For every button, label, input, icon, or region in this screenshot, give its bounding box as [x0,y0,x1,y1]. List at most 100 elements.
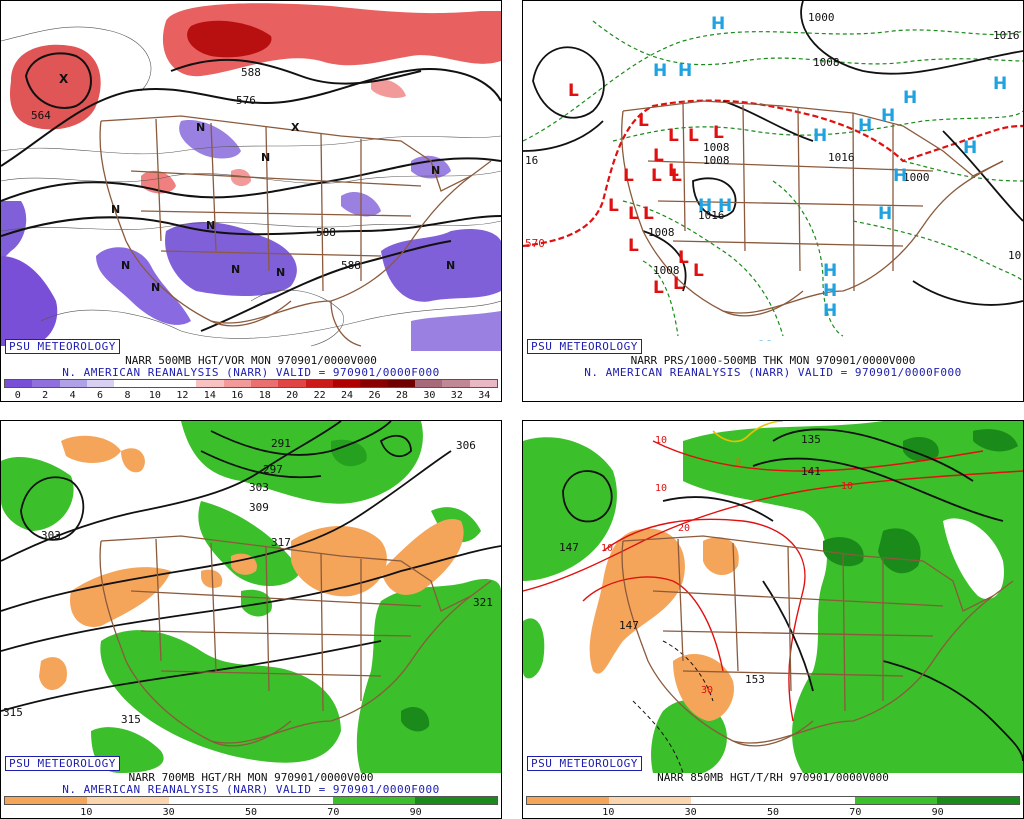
legend-tick-label: 90 [409,807,422,818]
vorticity-min-symbol: N [231,263,240,276]
high-pressure-symbol: H [813,126,827,146]
political-borders [621,100,1004,317]
vorticity-min-symbol: N [431,164,440,177]
isobar-contours [523,1,1023,306]
legend-tick-label: 4 [69,390,76,401]
humidity-very-moist-areas [823,429,1018,574]
freezing-isotherm [712,421,784,443]
map-caption: NARR PRS/1000-500MB THK MON 970901/0000V… [630,354,916,367]
vorticity-min-symbol: N [121,259,130,272]
legend-tick-label: 50 [766,807,780,818]
vorticity-min-area [165,221,297,296]
vorticity-min-area [96,247,191,325]
legend-swatch [251,797,333,804]
legend-swatch [609,797,691,804]
contour-label: 315 [121,713,141,726]
isobar-label: 16 [525,154,538,167]
contour-label: 317 [271,536,291,549]
isotherm-label: 0 [735,457,741,468]
legend-tick-label: 14 [203,390,216,401]
high-pressure-symbol: H [653,61,667,81]
legend-tick-label: 0 [14,390,21,401]
legend-tick-label: 32 [450,390,463,401]
contour-label: 576 [236,94,256,107]
vorticity-min-area [179,120,241,159]
low-pressure-symbols: L L L L L L L L L L L L L L L L L L [568,81,724,298]
low-pressure-symbol: L [668,126,679,146]
contour-label: 291 [271,437,291,450]
isobar-label: 1000 [808,11,835,24]
height-contours [1,421,501,712]
legend-swatch [5,797,87,804]
low-pressure-symbol: L [688,126,699,146]
legend-tick-label: 24 [341,390,354,401]
high-pressure-symbol: H [878,204,892,224]
legend-swatch [278,380,306,387]
contour-label: 147 [559,541,579,554]
isobar-label: 1008 [648,226,675,239]
legend-swatch [59,380,87,387]
legend-tick-label: 70 [327,807,340,818]
contour-label: 141 [801,465,821,478]
low-pressure-symbol: L [673,274,684,294]
isobar-label: 1016 [698,209,725,222]
panel-700mb-humidity: 291 297 303 309 317 303 315 315 321 306 … [0,420,502,819]
high-pressure-symbol: H [698,196,712,216]
legend-swatch [305,380,333,387]
isotherm-label: 10 [601,543,613,554]
legend-swatch [469,380,497,387]
contour-label: 306 [456,439,476,452]
isobar-label: 10 [1008,249,1021,262]
legend-tick-label: 12 [176,390,189,401]
vorticity-min-symbol: N [261,151,270,164]
vorticity-max-area [10,44,101,130]
isotherm-label: 10 [655,483,667,494]
high-pressure-symbol: H [963,138,977,158]
map-caption: NARR 700MB HGT/RH MON 970901/0000V000 [128,771,374,784]
vorticity-map: 564 576 588 588 588 X N N N N N N N N N … [1,3,501,351]
isobar-label: 1008 [703,154,730,167]
contour-label: 297 [263,463,283,476]
legend-swatch [141,380,169,387]
pressure-map: 1000 1008 1016 1008 1008 1016 1008 1008 … [523,1,1023,341]
legend-tick-label: 26 [368,390,381,401]
humidity-color-legend [4,796,498,805]
low-pressure-symbol: L [653,146,664,166]
vorticity-legend-ticks: 0 2 4 6 8 10 12 14 16 18 20 22 24 26 28 30 32 34 [4,390,498,401]
legend-swatch [5,380,33,387]
legend-swatch [169,797,251,804]
legend-swatch [223,380,251,387]
legend-swatch [86,380,115,387]
map-caption: NARR 850MB HGT/T/RH 970901/0000V000 [657,771,889,784]
low-pressure-symbol: L [653,278,664,298]
contour-label: 588 [341,259,361,272]
vorticity-min-area [411,155,451,179]
legend-swatch [691,797,773,804]
humidity-legend-ticks: 10 30 50 70 90 [4,807,498,818]
low-pressure-symbol: L [671,166,682,186]
legend-tick-label: 10 [80,807,93,818]
legend-tick-label: 16 [231,390,244,401]
high-pressure-symbol: H [823,261,837,281]
humidity-moist-areas [523,421,1023,773]
legend-swatch [387,380,415,387]
legend-swatch [415,797,497,804]
high-pressure-symbol: H [823,281,837,301]
vorticity-max-area [187,20,272,58]
low-pressure-symbol: L [678,248,689,268]
thickness-label: 570 [525,237,545,250]
isobar-label: 1008 [813,56,840,69]
low-pressure-symbol: L [713,123,724,143]
isobar-label: 1008 [653,264,680,277]
legend-tick-label: 22 [313,390,326,401]
contour-label: 153 [745,673,765,686]
legend-tick-label: 90 [931,807,944,818]
vorticity-max-area [162,3,501,77]
vorticity-min-area [381,229,501,302]
panel-pressure-thickness: 1000 1008 1016 1008 1008 1016 1008 1008 … [522,0,1024,402]
contour-label: 303 [41,529,61,542]
humidity-700-map: 291 297 303 309 317 303 315 315 321 306 [1,421,501,773]
political-borders [99,115,492,347]
contour-label: 315 [3,706,23,719]
low-pressure-symbol: L [693,261,704,281]
